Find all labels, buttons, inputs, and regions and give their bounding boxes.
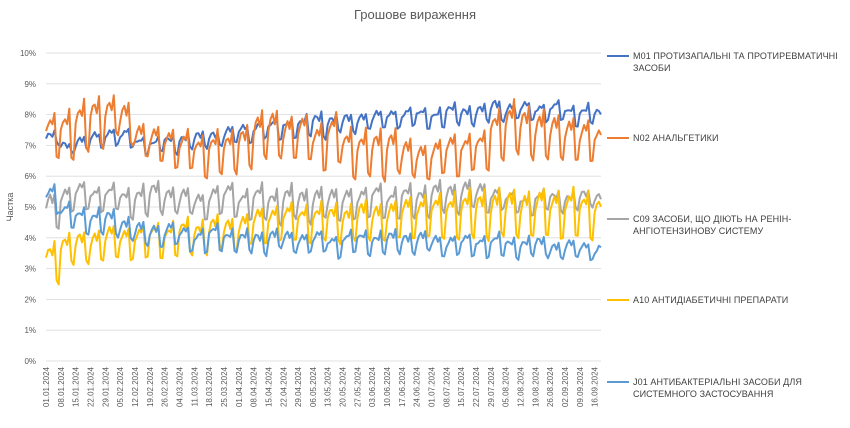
legend-label: N02 АНАЛЬГЕТИКИ: [633, 133, 719, 143]
y-tick-label: 0%: [24, 357, 36, 366]
x-tick-label: 15.01.2024: [72, 366, 81, 407]
legend-item: C09 ЗАСОБИ, ЩО ДІЮТЬ НА РЕНІН-АНГІОТЕНЗИ…: [607, 213, 847, 237]
y-tick-label: 5%: [24, 203, 36, 212]
x-tick-label: 06.05.2024: [309, 366, 318, 407]
y-tick-label: 6%: [24, 172, 36, 181]
x-tick-label: 11.03.2024: [190, 366, 199, 406]
y-tick-label: 2%: [24, 295, 36, 304]
x-tick-label: 16.09.2024: [591, 366, 600, 407]
x-tick-label: 03.06.2024: [368, 366, 377, 407]
legend-swatch: [607, 218, 629, 220]
x-tick-label: 19.02.2024: [146, 366, 155, 407]
y-tick-label: 4%: [24, 234, 36, 243]
x-tick-label: 08.04.2024: [250, 366, 259, 407]
x-tick-label: 08.01.2024: [57, 366, 66, 407]
x-tick-label: 18.03.2024: [205, 366, 214, 407]
x-tick-label: 01.04.2024: [235, 366, 244, 407]
series-line-5: [45, 183, 602, 262]
x-tick-label: 29.07.2024: [487, 366, 496, 407]
x-tick-label: 22.04.2024: [279, 366, 288, 407]
y-tick-label: 8%: [24, 111, 36, 120]
x-tick-label: 15.04.2024: [264, 366, 273, 407]
legend-swatch: [607, 55, 629, 57]
x-tick-label: 05.08.2024: [502, 366, 511, 407]
legend-swatch: [607, 137, 629, 139]
x-tick-label: 22.07.2024: [472, 366, 481, 407]
legend-item: M01 ПРОТИЗАПАЛЬНІ ТА ПРОТИРЕВМАТИЧНІ ЗАС…: [607, 50, 847, 74]
y-tick-label: 9%: [24, 80, 36, 89]
x-tick-label: 05.02.2024: [116, 366, 125, 407]
legend-item: A10 АНТИДІАБЕТИЧНІ ПРЕПАРАТИ: [607, 294, 847, 306]
x-tick-label: 12.08.2024: [517, 366, 526, 407]
x-tick-label: 17.06.2024: [398, 366, 407, 407]
x-tick-label: 29.01.2024: [101, 366, 110, 407]
x-tick-label: 29.04.2024: [294, 366, 303, 407]
y-axis-label: Частка: [5, 193, 15, 222]
x-tick-label: 04.03.2024: [175, 366, 184, 407]
x-tick-label: 09.09.2024: [576, 366, 585, 407]
y-tick-label: 10%: [20, 49, 36, 58]
chart-title: Грошове вираження: [354, 7, 476, 22]
x-tick-label: 13.05.2024: [324, 366, 333, 407]
series-line-4: [45, 185, 602, 286]
legend-label: A10 АНТИДІАБЕТИЧНІ ПРЕПАРАТИ: [633, 295, 789, 305]
legend-swatch: [607, 381, 629, 383]
x-tick-label: 19.08.2024: [531, 366, 540, 407]
legend-swatch: [607, 299, 629, 301]
x-tick-label: 26.02.2024: [161, 366, 170, 407]
series-line-2: [45, 94, 602, 183]
x-tick-label: 08.07.2024: [442, 366, 451, 407]
series-line-1: [45, 99, 602, 156]
x-tick-label: 01.07.2024: [428, 366, 437, 407]
x-tick-label: 10.06.2024: [383, 366, 392, 407]
chart-legend: M01 ПРОТИЗАПАЛЬНІ ТА ПРОТИРЕВМАТИЧНІ ЗАС…: [607, 0, 847, 428]
y-tick-label: 3%: [24, 265, 36, 274]
x-tick-label: 12.02.2024: [131, 366, 140, 407]
x-tick-label: 15.07.2024: [457, 366, 466, 407]
y-tick-label: 7%: [24, 141, 36, 150]
legend-item: J01 АНТИБАКТЕРІАЛЬНІ ЗАСОБИ ДЛЯ СИСТЕМНО…: [607, 376, 847, 400]
x-tick-label: 01.01.2024: [42, 366, 51, 407]
legend-label: M01 ПРОТИЗАПАЛЬНІ ТА ПРОТИРЕВМАТИЧНІ ЗАС…: [633, 51, 838, 73]
x-tick-label: 02.09.2024: [561, 366, 570, 407]
x-tick-label: 25.03.2024: [220, 366, 229, 407]
legend-item: N02 АНАЛЬГЕТИКИ: [607, 132, 847, 144]
x-tick-label: 22.01.2024: [86, 366, 95, 407]
x-tick-label: 24.06.2024: [413, 366, 422, 407]
x-tick-label: 20.05.2024: [339, 366, 348, 407]
legend-label: J01 АНТИБАКТЕРІАЛЬНІ ЗАСОБИ ДЛЯ СИСТЕМНО…: [633, 377, 802, 399]
legend-label: C09 ЗАСОБИ, ЩО ДІЮТЬ НА РЕНІН-АНГІОТЕНЗИ…: [633, 214, 792, 236]
x-tick-label: 26.08.2024: [546, 366, 555, 407]
x-tick-label: 27.05.2024: [353, 366, 362, 407]
y-tick-label: 1%: [24, 326, 36, 335]
